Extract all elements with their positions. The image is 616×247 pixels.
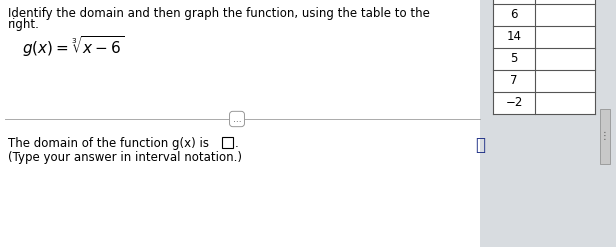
Text: The domain of the function g(x) is: The domain of the function g(x) is (8, 137, 209, 150)
Text: ...: ... (233, 115, 241, 124)
Text: 5: 5 (510, 53, 517, 65)
Text: 14: 14 (506, 30, 522, 43)
Text: $g(x) = \sqrt[3]{x-6}$: $g(x) = \sqrt[3]{x-6}$ (22, 34, 124, 59)
Bar (493, 0, 595, 114)
Text: Identify the domain and then graph the function, using the table to the: Identify the domain and then graph the f… (8, 7, 430, 20)
Text: ⭢: ⭢ (475, 136, 485, 154)
Bar (600, 109, 610, 164)
Text: right.: right. (8, 18, 40, 31)
Text: ⋮: ⋮ (600, 131, 610, 142)
Bar (222, 137, 233, 148)
Text: −2: −2 (505, 97, 523, 109)
Text: (Type your answer in interval notation.): (Type your answer in interval notation.) (8, 151, 242, 164)
Text: 7: 7 (510, 75, 518, 87)
Text: .: . (235, 137, 239, 150)
Bar (480, 0, 616, 247)
Bar (0, 0, 480, 247)
Text: 6: 6 (510, 8, 518, 21)
